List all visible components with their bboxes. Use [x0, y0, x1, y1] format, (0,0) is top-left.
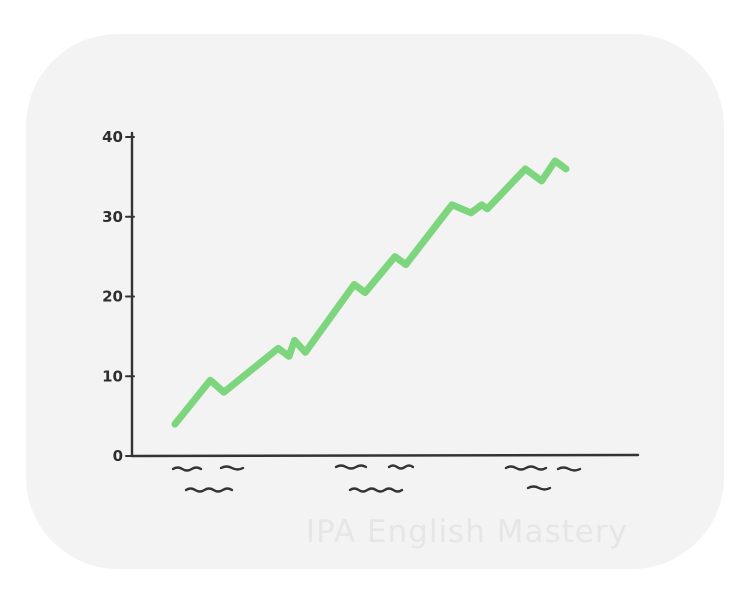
y-tick-label: 20	[102, 288, 123, 306]
x-label-scribble	[504, 465, 548, 471]
chart-card	[26, 34, 724, 569]
x-axis-scribble-labels	[171, 464, 582, 493]
y-tick-label: 40	[102, 128, 123, 146]
x-label-scribble	[184, 487, 234, 493]
x-label-scribble	[556, 466, 582, 472]
y-tick-label: 30	[102, 208, 123, 226]
x-label-scribble	[334, 464, 368, 470]
x-label-scribble	[348, 487, 404, 493]
watermark: IPA English Mastery	[306, 514, 628, 550]
x-label-scribble	[171, 466, 203, 472]
x-axis-line	[130, 453, 640, 458]
x-label-scribble	[219, 465, 245, 471]
x-label-scribble	[526, 485, 552, 491]
y-tick-label: 0	[113, 447, 123, 465]
y-tick-label: 10	[102, 367, 123, 385]
chart-axes	[130, 131, 640, 458]
chart-series	[171, 157, 570, 428]
x-label-scribble	[387, 464, 415, 470]
y-axis-ticks: 0 10 20 30 40	[102, 128, 135, 465]
series-line	[171, 157, 570, 428]
